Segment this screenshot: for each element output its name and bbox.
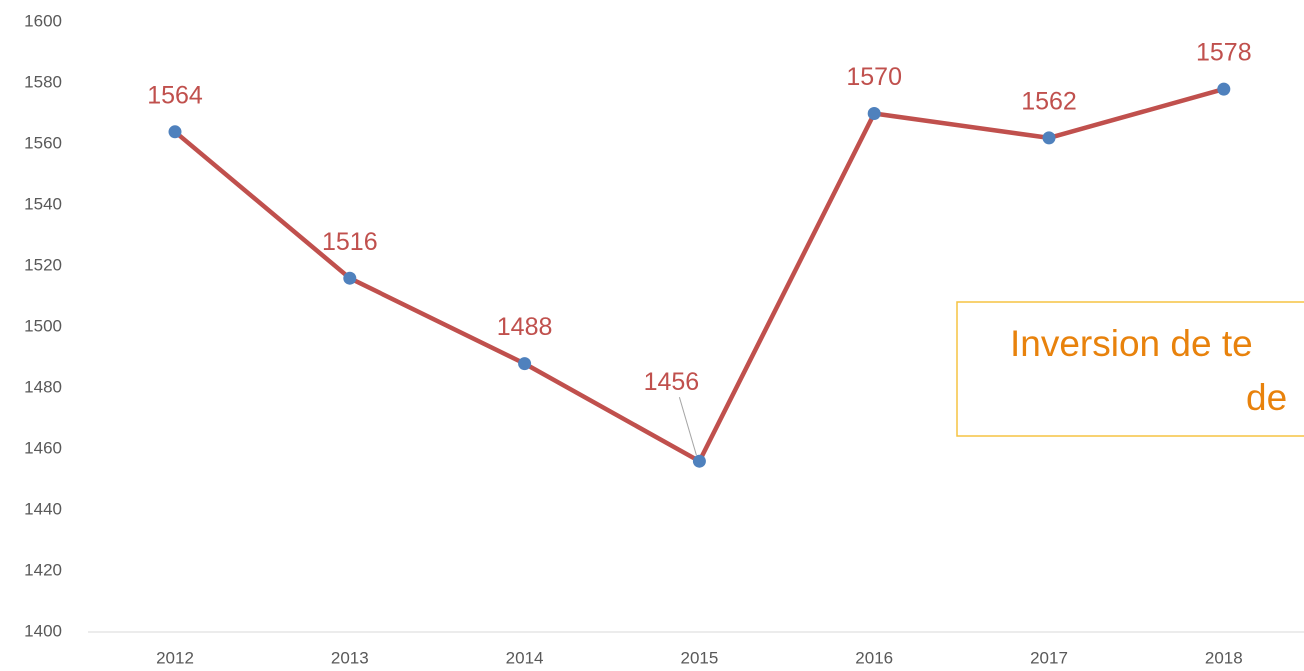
marker [343, 271, 357, 285]
data-label: 1488 [497, 313, 553, 341]
y-tick-label: 1600 [24, 11, 62, 30]
y-tick-label: 1500 [24, 316, 62, 335]
data-label: 1564 [147, 81, 203, 109]
y-tick-label: 1580 [24, 72, 62, 91]
y-tick-label: 1520 [24, 255, 62, 274]
x-tick-label: 2018 [1205, 648, 1243, 667]
annotation-text: Inversion de te [1010, 323, 1253, 364]
y-tick-label: 1540 [24, 194, 62, 213]
y-tick-label: 1440 [24, 499, 62, 518]
x-tick-label: 2015 [680, 648, 718, 667]
marker [518, 357, 532, 371]
y-tick-label: 1480 [24, 377, 62, 396]
annotation-box [956, 301, 1304, 437]
y-tick-label: 1560 [24, 133, 62, 152]
x-tick-label: 2012 [156, 648, 194, 667]
leader-line [678, 397, 697, 456]
x-tick-label: 2013 [331, 648, 369, 667]
x-tick-label: 2016 [855, 648, 893, 667]
data-label: 1570 [846, 63, 902, 91]
marker [1217, 82, 1231, 96]
annotation-text: de [1246, 377, 1287, 418]
data-label: 1516 [322, 228, 378, 256]
data-label: 1456 [644, 368, 700, 396]
x-tick-label: 2014 [506, 648, 544, 667]
marker [1042, 131, 1056, 145]
marker [867, 107, 881, 120]
y-tick-label: 1400 [24, 621, 62, 640]
y-tick-label: 1420 [24, 560, 62, 579]
marker [692, 454, 706, 468]
x-tick-label: 2017 [1030, 648, 1068, 667]
y-tick-label: 1460 [24, 438, 62, 457]
data-label: 1578 [1196, 39, 1252, 67]
data-label: 1562 [1021, 88, 1077, 116]
marker [168, 125, 182, 139]
